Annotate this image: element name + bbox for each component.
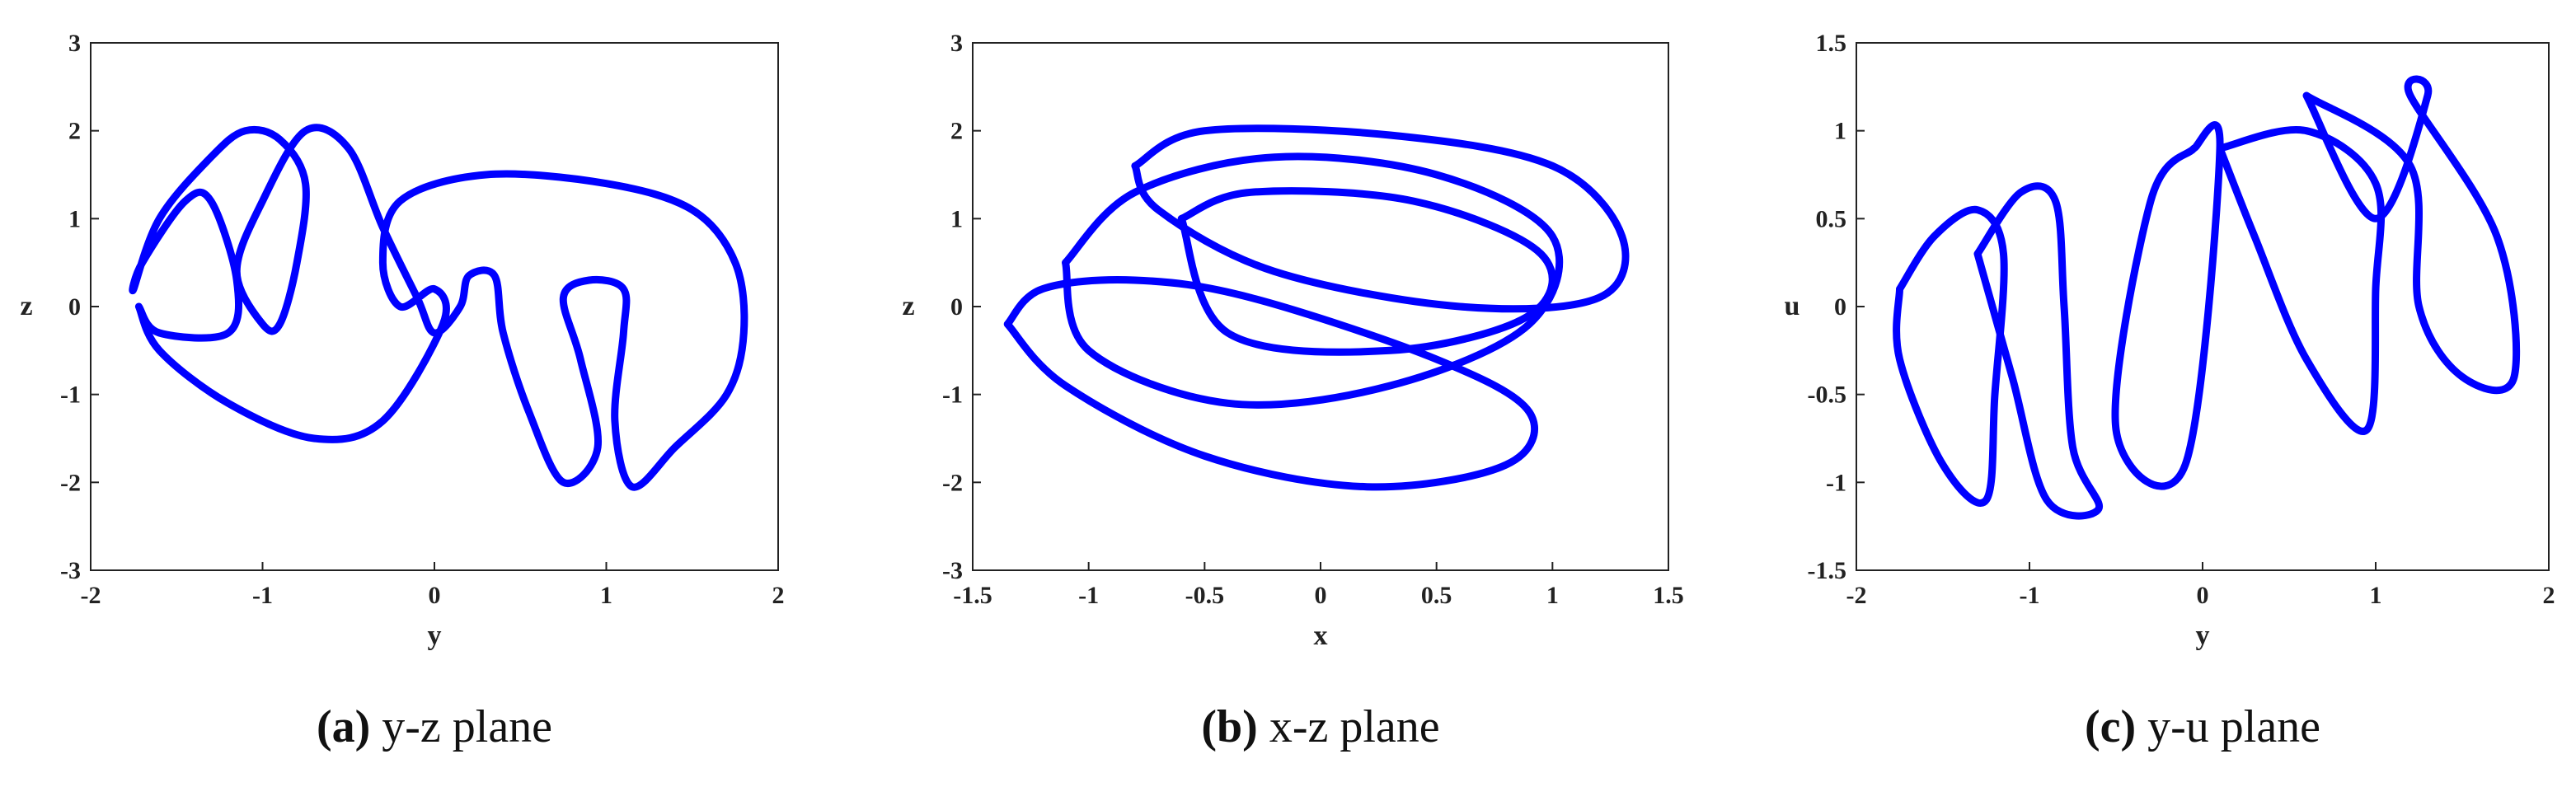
panel: -2 -1 0 1 2 -1.5 -1 -0.5 0 0.5 1 1.5 y u (c) y-u plane — [1785, 30, 2555, 752]
x-tick-label: -1.5 — [953, 582, 992, 609]
caption-label: (c) — [2085, 701, 2136, 752]
caption-text: y-u plane — [2147, 701, 2320, 752]
x-tick-label: -0.5 — [1185, 582, 1225, 609]
y-tick-label: -1 — [942, 382, 963, 409]
trajectory — [1893, 205, 2008, 507]
y-tick-label: 0 — [1834, 293, 1846, 321]
y-tick-label: -0.5 — [1808, 382, 1847, 409]
y-tick-label: 2 — [68, 118, 81, 145]
axes-box — [90, 42, 779, 571]
y-tick-label: -2 — [942, 469, 963, 496]
x-tick-label: 1 — [2370, 582, 2382, 609]
trajectory — [2216, 126, 2386, 435]
trajectory — [1973, 182, 2104, 520]
x-tick-label: -1 — [2020, 582, 2040, 609]
y-tick-label: 0 — [950, 293, 963, 321]
x-tick-label: -1 — [252, 582, 273, 609]
x-axis-label: y — [2196, 621, 2210, 651]
x-tick-label: 0 — [2197, 582, 2209, 609]
trajectory — [1131, 124, 1630, 313]
x-tick-label: 1 — [1546, 582, 1559, 609]
caption-text: x-z plane — [1269, 701, 1440, 752]
x-tick-label: 2 — [772, 582, 785, 609]
caption: (a) y-z plane — [317, 701, 552, 752]
caption-label: (a) — [317, 701, 370, 752]
y-tick-label: 3 — [68, 30, 81, 57]
x-tick-label: 1.5 — [1653, 582, 1684, 609]
y-tick-label: 0 — [68, 293, 81, 321]
x-tick-label: 0 — [1315, 582, 1327, 609]
y-tick-label: -1 — [1826, 469, 1846, 496]
y-tick-label: 1 — [950, 205, 963, 232]
y-tick-label: 1.5 — [1816, 30, 1847, 57]
caption-label: (b) — [1201, 701, 1257, 752]
trajectory — [129, 124, 748, 491]
y-tick-label: -3 — [60, 557, 81, 584]
x-axis-label: y — [428, 621, 442, 651]
y-axis-label: z — [902, 291, 914, 321]
y-tick-label: 1 — [1834, 118, 1846, 145]
x-tick-label: 0 — [429, 582, 441, 609]
x-tick-label: 0.5 — [1421, 582, 1452, 609]
y-tick-label: 0.5 — [1816, 205, 1847, 232]
trajectory — [2111, 121, 2224, 490]
x-tick-label: 2 — [2543, 582, 2555, 609]
trajectory — [1003, 276, 1539, 491]
y-tick-label: -3 — [942, 557, 963, 584]
x-tick-label: 1 — [600, 582, 612, 609]
trajectory — [2302, 75, 2521, 395]
x-tick-label: -2 — [81, 582, 101, 609]
y-tick-label: 2 — [950, 118, 963, 145]
x-axis-label: x — [1314, 621, 1328, 651]
y-axis-label: z — [20, 291, 32, 321]
x-tick-label: -2 — [1846, 582, 1867, 609]
caption-text: y-z plane — [382, 701, 552, 752]
y-tick-label: -2 — [60, 469, 81, 496]
x-tick-label: -1 — [1078, 582, 1099, 609]
trajectory — [1177, 187, 1556, 356]
y-tick-label: -1.5 — [1808, 557, 1847, 584]
y-tick-label: -1 — [60, 382, 81, 409]
panel: -1.5 -1 -0.5 0 0.5 1 1.5 -3 -2 -1 0 1 2 3 x z (b) x-z pla… — [902, 30, 1683, 752]
y-tick-label: 1 — [68, 205, 81, 232]
caption: (b) x-z plane — [1201, 701, 1439, 752]
caption: (c) y-u plane — [2085, 701, 2320, 752]
y-axis-label: u — [1785, 291, 1800, 321]
y-tick-label: 3 — [950, 30, 963, 57]
